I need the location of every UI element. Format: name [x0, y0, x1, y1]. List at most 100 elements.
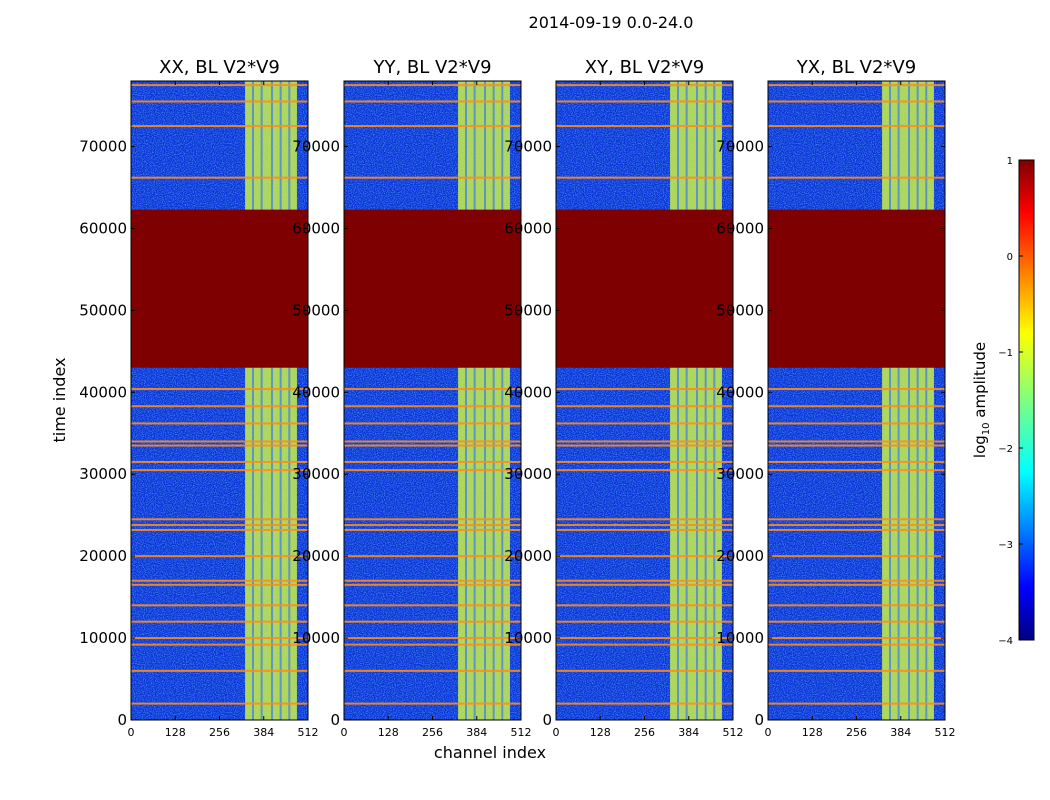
x-tick-label: 0 [553, 726, 560, 739]
y-tick-label: 40000 [292, 383, 340, 401]
colorbar: 10−1−2−3−4 log10 amplitude [971, 156, 1035, 647]
channel-gap-line [888, 81, 891, 720]
colorbar-label-amplitude: amplitude [971, 342, 989, 423]
flagged-row [768, 528, 945, 531]
flagged-row [131, 555, 308, 558]
flagged-row [344, 583, 521, 586]
x-tick-label: 128 [165, 726, 186, 739]
flagged-row [344, 460, 521, 463]
flagged-row [131, 579, 308, 582]
flagged-row [768, 579, 945, 582]
colorbar-tick-label: −3 [998, 540, 1013, 551]
flagged-row [131, 524, 308, 527]
flagged-row [131, 669, 308, 672]
flagged-row [344, 440, 521, 443]
channel-gap-line [696, 81, 699, 720]
flagged-row [556, 100, 733, 103]
colorbar-tick-label: 0 [1007, 252, 1013, 263]
channel-gap-line [925, 81, 928, 720]
flagged-row [131, 422, 308, 425]
panel-title: YY, BL V2*V9 [372, 57, 491, 78]
y-tick-label: 70000 [716, 138, 764, 156]
flagged-row [131, 100, 308, 103]
flagged-row [556, 125, 733, 128]
flagged-row [556, 444, 733, 447]
flagged-row [768, 524, 945, 527]
panels-group: XX, BL V2*V9 0 128 256 384 512 0 10000 20000 3000… [79, 57, 955, 739]
flagged-row [556, 176, 733, 179]
y-tick-label: 30000 [716, 465, 764, 483]
y-tick-label: 70000 [504, 138, 552, 156]
flagged-row [556, 555, 733, 558]
x-tick-label: 512 [723, 726, 744, 739]
flagged-row [344, 100, 521, 103]
flagged-row [556, 460, 733, 463]
flagged-row [131, 460, 308, 463]
flagged-row [768, 100, 945, 103]
flagged-row [768, 125, 945, 128]
y-tick-label: 60000 [504, 219, 552, 237]
flagged-row [131, 125, 308, 128]
flagged-row [344, 702, 521, 705]
flagged-row [344, 405, 521, 408]
panel-title: XY, BL V2*V9 [585, 57, 704, 78]
panel-yx: YX, BL V2*V9 0 128 256 384 512 0 10000 20000 3000… [716, 57, 955, 739]
channel-gap-line [279, 81, 282, 720]
figure-suptitle: 2014-09-19 0.0-24.0 [529, 13, 694, 32]
flagged-row [344, 125, 521, 128]
y-tick-label: 0 [754, 711, 764, 729]
y-tick-label: 60000 [79, 219, 127, 237]
flagged-row [131, 702, 308, 705]
flagged-row [344, 388, 521, 391]
y-tick-label: 10000 [716, 629, 764, 647]
flagged-row [556, 388, 733, 391]
channel-gap-line [916, 81, 919, 720]
colorbar-label-subscript: 10 [981, 422, 992, 435]
y-tick-label: 10000 [292, 629, 340, 647]
channel-gap-line [713, 81, 716, 720]
flagged-row [556, 84, 733, 87]
y-tick-label: 70000 [79, 138, 127, 156]
x-tick-label: 384 [890, 726, 911, 739]
flagged-row [131, 583, 308, 586]
channel-gap-line [685, 81, 688, 720]
colorbar-tick-label: −2 [998, 444, 1013, 455]
flagged-row [768, 422, 945, 425]
flagged-row [344, 518, 521, 521]
flagged-row [131, 469, 308, 472]
flagged-row [768, 405, 945, 408]
y-tick-label: 50000 [504, 301, 552, 319]
flagged-row [556, 702, 733, 705]
flagged-row [768, 620, 945, 623]
flagged-row [556, 583, 733, 586]
flagged-row [768, 669, 945, 672]
saturated-block [344, 209, 521, 368]
flagged-row [556, 604, 733, 607]
colorbar-label: log10 amplitude [971, 342, 992, 458]
colorbar-tick-label: −4 [998, 636, 1013, 647]
y-tick-label: 40000 [716, 383, 764, 401]
y-tick-label: 50000 [292, 301, 340, 319]
flagged-row [344, 469, 521, 472]
flagged-row [131, 84, 308, 87]
colorbar-label-log: log [971, 435, 989, 458]
y-tick-label: 0 [330, 711, 340, 729]
panel-yy: YY, BL V2*V9 0 128 256 384 512 0 10000 20000 3000… [292, 57, 531, 739]
flagged-row [768, 469, 945, 472]
channel-gap-line [251, 81, 254, 720]
panel-title: XX, BL V2*V9 [159, 57, 280, 78]
flagged-row [768, 84, 945, 87]
y-axis-label: time index [50, 357, 69, 442]
channel-gap-line [908, 81, 911, 720]
y-tick-label: 30000 [79, 465, 127, 483]
y-tick-label: 30000 [504, 465, 552, 483]
panel-xx: XX, BL V2*V9 0 128 256 384 512 0 10000 20000 3000… [79, 57, 318, 739]
channel-gap-line [704, 81, 707, 720]
flagged-row [131, 388, 308, 391]
y-tick-label: 40000 [504, 383, 552, 401]
y-tick-label: 50000 [716, 301, 764, 319]
y-tick-label: 60000 [716, 219, 764, 237]
x-tick-label: 256 [209, 726, 230, 739]
flagged-row [131, 518, 308, 521]
